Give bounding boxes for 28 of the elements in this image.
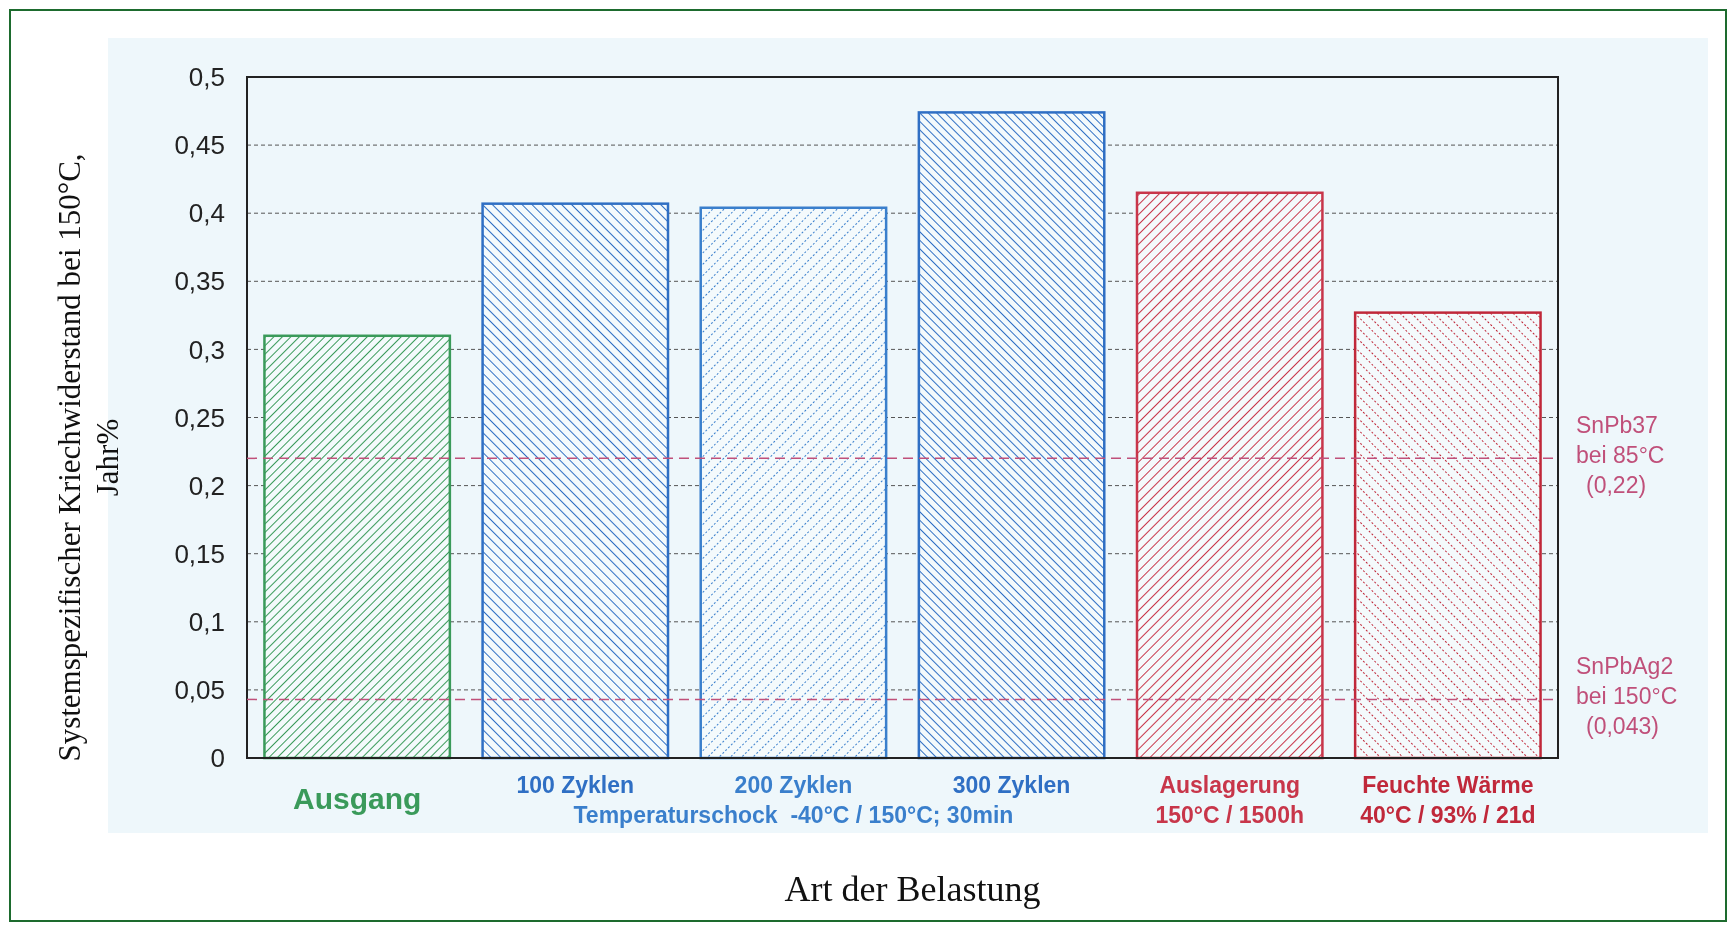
x-tick-label: Ausgang [292, 781, 422, 815]
x-tick-label: 300 Zyklen [952, 772, 1071, 799]
bar [263, 334, 452, 760]
ref-line-label: SnPbAg2 bei 150°C (0,043) [1576, 653, 1678, 740]
x-axis-title: Art der Belastung [784, 869, 1041, 909]
y-tick-label: 0,1 [188, 606, 225, 637]
x-tick-label: 200 Zyklen [734, 772, 853, 799]
y-tick-label: 0,45 [174, 130, 225, 161]
y-tick-label: 0,35 [174, 266, 225, 297]
text: Temperaturschock -40°C / 150°C; 30min [573, 802, 1014, 829]
y-tick-label: 0,4 [188, 198, 225, 229]
y-tick-label: 0,5 [188, 62, 225, 93]
bar [699, 206, 888, 760]
y-tick-label: 0 [210, 743, 225, 774]
y-tick-label: 0,25 [174, 402, 225, 433]
y-tick-label: 0,3 [188, 334, 225, 365]
y-tick-label: 0,2 [188, 470, 225, 501]
x-tick-label: Auslagerung 150°C / 1500h [1155, 772, 1304, 829]
x-tick-label: 100 Zyklen [516, 772, 635, 799]
y-axis-title: Systemspezifischer Kriechwiderstand bei 150°C, Jahr% [52, 153, 125, 762]
ref-line-label: SnPb37 bei 85°C (0,22) [1576, 412, 1665, 499]
bar [1353, 311, 1542, 760]
bar [1135, 191, 1324, 760]
x-tick-label: Feuchte Wärme 40°C / 93% / 21d [1360, 772, 1536, 829]
y-tick-label: 0,05 [174, 675, 225, 705]
y-tick-label: 0,15 [174, 538, 225, 569]
bar [481, 202, 670, 760]
bar [917, 111, 1106, 760]
